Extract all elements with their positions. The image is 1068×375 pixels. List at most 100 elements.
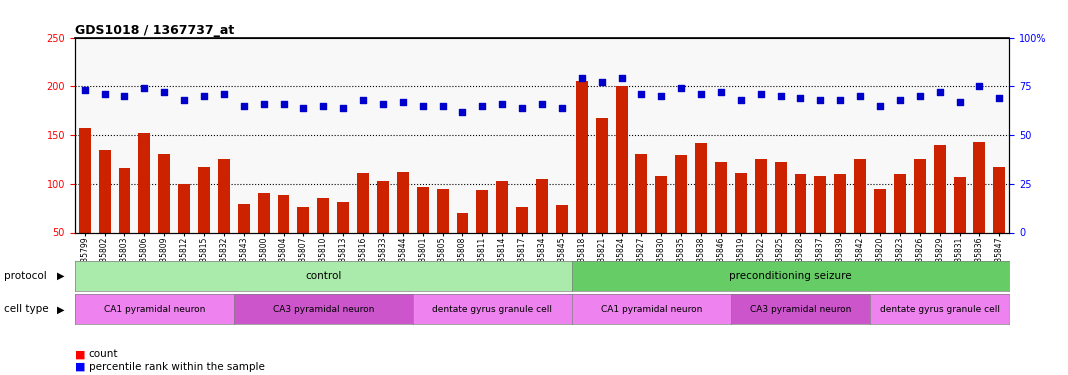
Point [673, 85, 690, 91]
Bar [536, 179, 548, 281]
Bar [397, 172, 409, 281]
Bar [119, 168, 130, 281]
Bar [278, 195, 289, 281]
Point [991, 95, 1008, 101]
Bar [635, 153, 647, 281]
Bar [218, 159, 230, 281]
Point [533, 101, 551, 107]
Point [315, 103, 332, 109]
Bar [774, 162, 786, 281]
Bar [516, 207, 528, 281]
Bar [656, 176, 668, 281]
Text: protocol: protocol [4, 271, 47, 280]
Bar [933, 145, 945, 281]
Bar [735, 173, 747, 281]
Point [394, 99, 411, 105]
Point [593, 80, 610, 86]
Bar [914, 159, 926, 281]
Text: ▶: ▶ [57, 271, 65, 280]
Point [971, 83, 988, 89]
Bar [497, 181, 508, 281]
Bar [476, 190, 488, 281]
Point [951, 99, 968, 105]
Point [156, 89, 173, 95]
Point [871, 103, 889, 109]
Point [96, 91, 113, 97]
Bar [894, 174, 906, 281]
Point [235, 103, 252, 109]
Point [216, 91, 233, 97]
Point [493, 101, 511, 107]
Point [832, 97, 849, 103]
Bar [954, 177, 965, 281]
Bar [854, 159, 866, 281]
Text: preconditioning seizure: preconditioning seizure [729, 271, 852, 280]
Bar [456, 213, 469, 281]
Bar [139, 133, 151, 281]
Text: GDS1018 / 1367737_at: GDS1018 / 1367737_at [75, 24, 234, 38]
Bar [257, 192, 269, 281]
Point [772, 93, 789, 99]
Bar [675, 154, 687, 281]
Bar [238, 204, 250, 281]
Point [653, 93, 670, 99]
Point [274, 101, 292, 107]
Bar [437, 189, 449, 281]
Point [553, 105, 570, 111]
Text: control: control [305, 271, 342, 280]
Point [454, 109, 471, 115]
Point [375, 101, 392, 107]
Bar [298, 207, 310, 281]
Text: CA3 pyramidal neuron: CA3 pyramidal neuron [272, 305, 374, 314]
Point [712, 89, 729, 95]
Text: CA1 pyramidal neuron: CA1 pyramidal neuron [600, 305, 702, 314]
Point [851, 93, 868, 99]
Point [76, 87, 93, 93]
Bar [795, 174, 806, 281]
Point [812, 97, 829, 103]
Point [931, 89, 948, 95]
Point [892, 97, 909, 103]
Bar [755, 159, 767, 281]
Text: CA1 pyramidal neuron: CA1 pyramidal neuron [104, 305, 205, 314]
Bar [357, 173, 370, 281]
Bar [973, 142, 986, 281]
Point [574, 75, 591, 81]
Point [334, 105, 351, 111]
Bar [198, 167, 210, 281]
Text: count: count [89, 350, 119, 359]
Point [733, 97, 750, 103]
Point [792, 95, 810, 101]
Text: dentate gyrus granule cell: dentate gyrus granule cell [433, 305, 552, 314]
Bar [596, 118, 608, 281]
Bar [337, 202, 349, 281]
Point [613, 75, 630, 81]
Bar [317, 198, 329, 281]
Point [195, 93, 213, 99]
Point [474, 103, 491, 109]
Point [752, 91, 769, 97]
Point [434, 103, 451, 109]
Point [514, 105, 531, 111]
Bar [556, 205, 568, 281]
Point [633, 91, 650, 97]
Bar [79, 128, 91, 281]
Point [175, 97, 192, 103]
Point [136, 85, 153, 91]
Text: dentate gyrus granule cell: dentate gyrus granule cell [880, 305, 1000, 314]
Bar [714, 162, 727, 281]
Point [692, 91, 709, 97]
Point [911, 93, 928, 99]
Text: ■: ■ [75, 362, 85, 372]
Point [116, 93, 134, 99]
Bar [834, 174, 846, 281]
Text: ▶: ▶ [57, 304, 65, 314]
Point [355, 97, 372, 103]
Point [414, 103, 431, 109]
Text: CA3 pyramidal neuron: CA3 pyramidal neuron [750, 305, 851, 314]
Text: cell type: cell type [4, 304, 49, 314]
Bar [695, 143, 707, 281]
Bar [576, 81, 587, 281]
Bar [615, 86, 628, 281]
Bar [993, 167, 1005, 281]
